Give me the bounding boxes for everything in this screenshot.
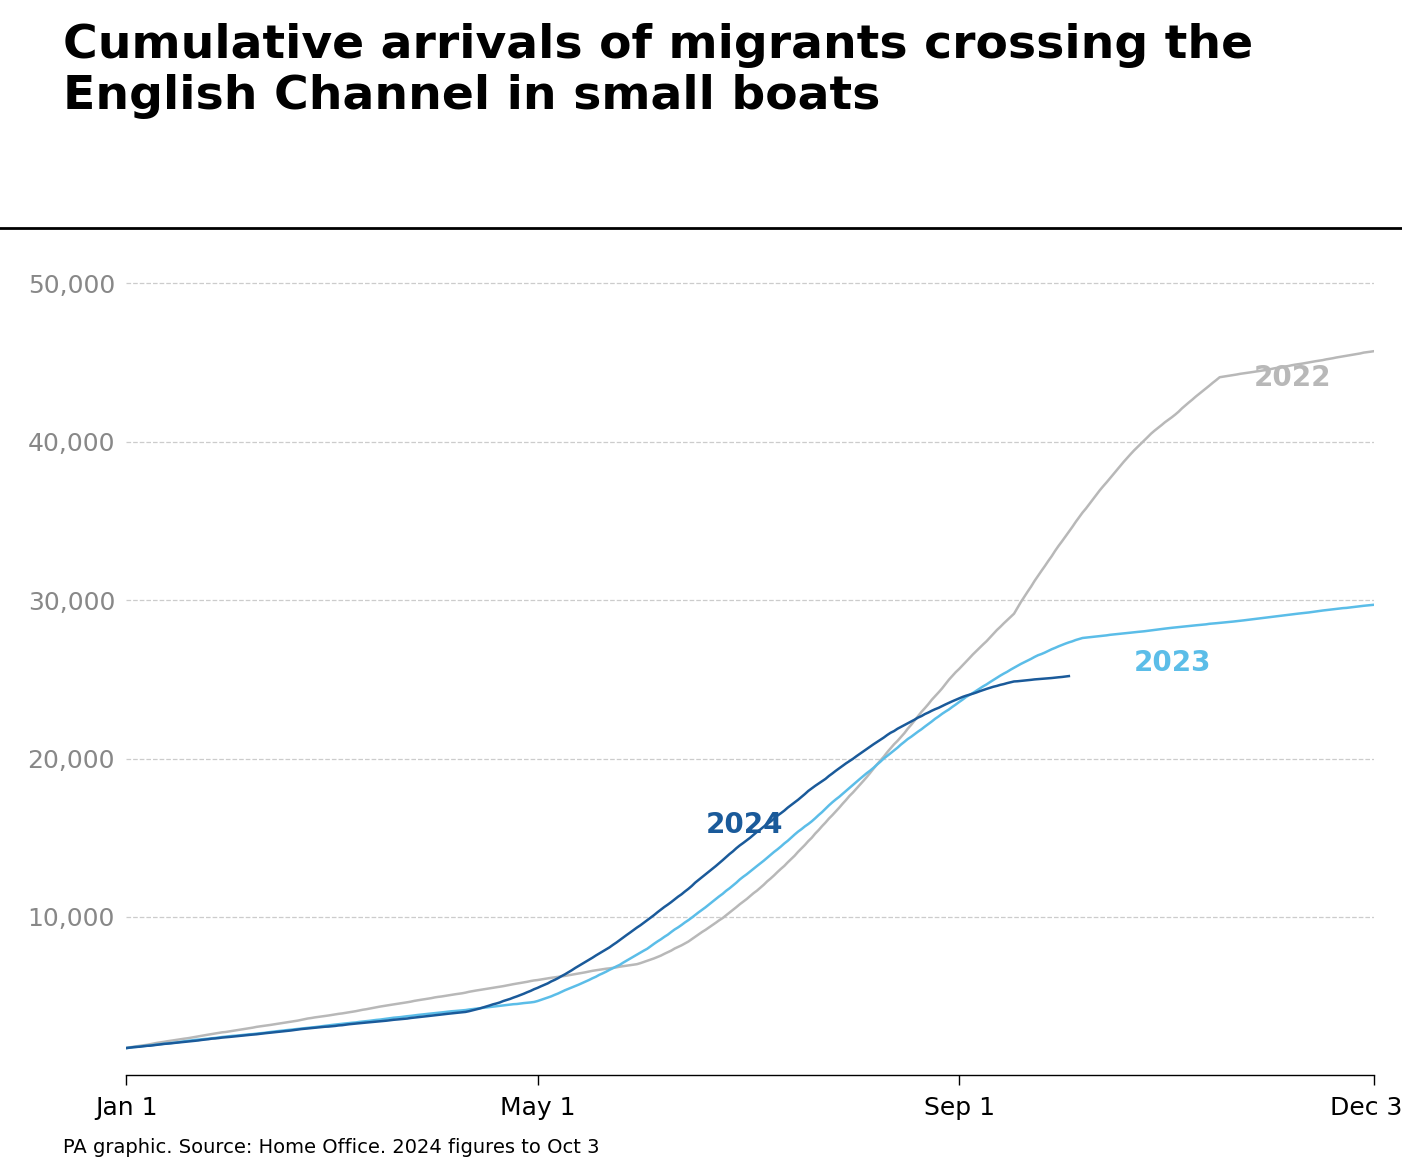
Text: 2022: 2022 bbox=[1253, 364, 1332, 392]
Text: Cumulative arrivals of migrants crossing the
English Channel in small boats: Cumulative arrivals of migrants crossing… bbox=[63, 23, 1253, 118]
Text: 2023: 2023 bbox=[1134, 650, 1211, 677]
Text: 2024: 2024 bbox=[705, 811, 782, 839]
Text: PA graphic. Source: Home Office. 2024 figures to Oct 3: PA graphic. Source: Home Office. 2024 fi… bbox=[63, 1139, 600, 1157]
